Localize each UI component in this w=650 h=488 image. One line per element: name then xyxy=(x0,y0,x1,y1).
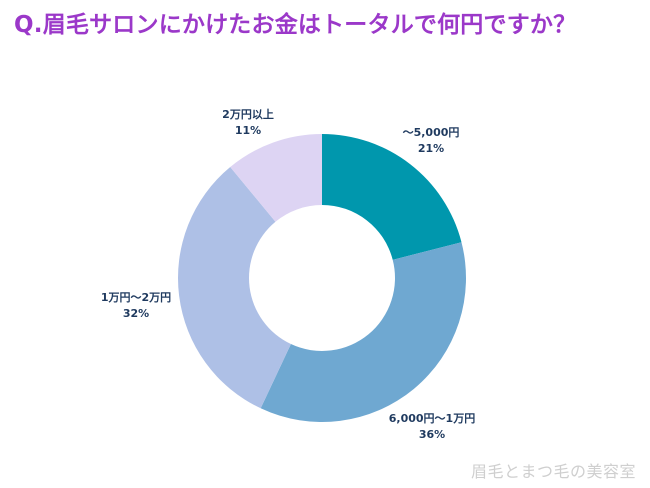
slice-value-label: 32% xyxy=(123,307,149,320)
pie-slice xyxy=(177,167,291,409)
watermark-text: 眉毛とまつ毛の美容室 xyxy=(470,462,636,481)
slice-category-label: 1万円～2万円 xyxy=(101,291,171,304)
slice-category-label: 2万円以上 xyxy=(222,107,274,121)
page-title: Q.眉毛サロンにかけたお金はトータルで何円ですか？ xyxy=(14,12,577,38)
slice-value-label: 36% xyxy=(419,428,445,441)
pie-slice xyxy=(322,134,462,260)
slice-value-label: 11% xyxy=(235,124,261,137)
pie-slice xyxy=(230,134,322,222)
chart-labels: ～5,000円 21% 6,000円～1万円 36% 1万円～2万円 32% 2万円以上 11… xyxy=(101,107,475,441)
chart-slices xyxy=(177,134,467,422)
slice-category-label: 6,000円～1万円 xyxy=(389,412,475,425)
pie-slice xyxy=(260,242,467,422)
slice-category-label: ～5,000円 xyxy=(403,126,460,139)
slice-value-label: 21% xyxy=(418,142,444,155)
